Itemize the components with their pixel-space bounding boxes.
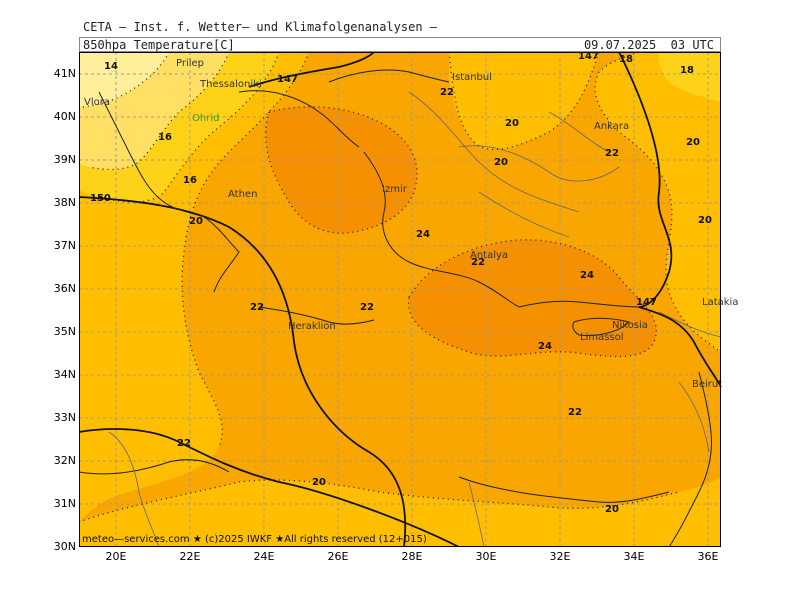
isotherm-label: 20 <box>505 118 519 129</box>
lat-label: 38N <box>53 196 76 209</box>
footer-copyright: meteo—services.com ★ (c)2025 IWKF ★All r… <box>82 534 427 545</box>
isotherm-label: 14 <box>104 61 118 72</box>
geopotential-label: 147 <box>636 297 657 308</box>
map-canvas <box>79 52 721 547</box>
temp-band-18-northeast <box>658 52 721 102</box>
lat-label: 40N <box>53 110 76 123</box>
lat-label: 34N <box>53 368 76 381</box>
city-label: Beirut <box>692 379 723 390</box>
lat-label: 39N <box>53 153 76 166</box>
map-frame <box>79 52 721 547</box>
isotherm-label: 22 <box>568 407 582 418</box>
isotherm-label: 16 <box>158 132 172 143</box>
isotherm-label: 20 <box>605 504 619 515</box>
lat-label: 37N <box>53 239 76 252</box>
temp-band-24-east <box>408 239 657 357</box>
geopotential-label: 147 <box>578 51 599 62</box>
lat-label: 32N <box>53 454 76 467</box>
city-label: Heraklion <box>288 321 336 332</box>
isotherm-label: 24 <box>580 270 594 281</box>
city-label: Ankara <box>594 121 630 132</box>
isotherm-label: 22 <box>360 302 374 313</box>
header-parameter: 850hpa Temperature[C] <box>83 38 235 52</box>
isotherm-label: 22 <box>250 302 264 313</box>
lat-label: 36N <box>53 282 76 295</box>
coastlines <box>79 69 712 547</box>
temp-band-14-west <box>79 52 169 107</box>
lat-label: 35N <box>53 325 76 338</box>
lon-label: 30E <box>475 550 497 563</box>
city-label: Athen <box>228 189 258 200</box>
isotherms <box>79 52 721 523</box>
lat-label: 31N <box>53 497 76 510</box>
city-label: Latakia <box>702 297 739 308</box>
geopotential-label: 150 <box>90 193 111 204</box>
lon-label: 22E <box>179 550 201 563</box>
city-label: Izmir <box>382 184 407 195</box>
header-box <box>79 37 721 52</box>
temp-band-24-aegean <box>265 106 418 234</box>
temp-band-20-south <box>79 477 721 547</box>
isotherm-label: 24 <box>416 229 430 240</box>
city-label: Ohrid <box>192 113 220 124</box>
temperature-map <box>79 52 721 547</box>
graticule <box>79 52 721 547</box>
city-label: Nikosia <box>612 320 648 331</box>
geopotential-label: 147 <box>277 74 298 85</box>
lon-label: 20E <box>105 550 127 563</box>
isotherm-label: 22 <box>471 257 485 268</box>
lat-label: 30N <box>53 540 76 553</box>
isotherm-label: 22 <box>177 438 191 449</box>
lat-label: 41N <box>53 67 76 80</box>
isotherm-label: 16 <box>183 175 197 186</box>
city-label: Vlora <box>84 97 110 108</box>
isotherm-label: 20 <box>312 477 326 488</box>
lon-label: 32E <box>549 550 571 563</box>
isotherm-label: 22 <box>440 87 454 98</box>
isotherm-label: 20 <box>698 215 712 226</box>
header-organization: CETA — Inst. f. Wetter— und Klimafolgena… <box>83 20 438 34</box>
city-label: Prilep <box>176 58 205 69</box>
isotherm-label: 18 <box>619 54 633 65</box>
borders <box>108 91 721 547</box>
city-label: Thessaloniki <box>200 79 262 90</box>
lat-label: 33N <box>53 411 76 424</box>
isotherm-label: 20 <box>494 157 508 168</box>
lon-label: 24E <box>253 550 275 563</box>
isotherm-label: 20 <box>686 137 700 148</box>
lon-label: 28E <box>401 550 423 563</box>
lon-label: 34E <box>623 550 645 563</box>
isotherm-label: 18 <box>680 65 694 76</box>
isotherm-label: 24 <box>538 341 552 352</box>
city-label: Antalya <box>470 250 509 261</box>
header-datetime: 09.07.2025 03 UTC <box>583 38 714 52</box>
temp-band-20-east <box>595 52 721 352</box>
lon-label: 36E <box>697 550 719 563</box>
city-label: Limassol <box>580 332 624 343</box>
lon-label: 26E <box>327 550 349 563</box>
city-label: Istanbul <box>452 72 493 83</box>
isotherm-label: 20 <box>189 216 203 227</box>
isotherm-label: 22 <box>605 148 619 159</box>
